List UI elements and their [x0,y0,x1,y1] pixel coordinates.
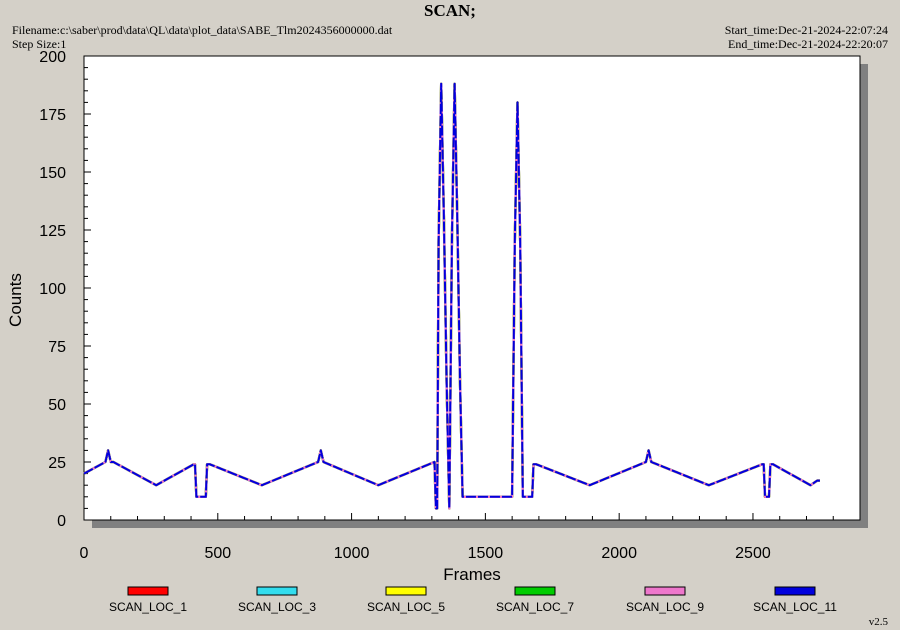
legend: SCAN_LOC_1 SCAN_LOC_3 SCAN_LOC_5 SCAN_LOC_7… [109,586,837,614]
end-time-text: End_time:Dec-21-2024-22:20:07 [728,37,888,51]
step-size-text: Step Size:1 [12,37,67,51]
legend-label: SCAN_LOC_3 [238,600,316,614]
y-tick-label: 100 [39,281,66,298]
x-axis-label: Frames [443,565,501,584]
y-tick-label: 150 [39,165,66,182]
legend-swatch [644,586,686,596]
legend-swatch [774,586,816,596]
x-tick-label: 500 [204,545,231,562]
version-label: v2.5 [868,616,888,628]
legend-swatch [385,586,427,596]
y-axis-label: Counts [6,273,25,327]
legend-label: SCAN_LOC_5 [367,600,445,614]
x-axis: 0 500 1000 1500 2000 2500 [80,513,861,562]
x-tick-label: 2500 [735,545,771,562]
y-tick-label: 175 [39,107,66,124]
x-tick-label: 1500 [468,545,504,562]
y-axis: 0 25 50 75 100 125 150 175 200 [39,49,91,530]
time-info: Start_time:Dec-21-2024-22:07:24 End_time… [725,23,888,51]
plot-area [83,55,861,521]
x-tick-label: 2000 [601,545,637,562]
y-tick-label: 50 [48,397,66,414]
legend-label: SCAN_LOC_9 [626,600,704,614]
legend-label: SCAN_LOC_11 [753,600,837,614]
legend-swatch [514,586,556,596]
x-tick-label: 0 [80,545,89,562]
filename-text: Filename:c:\saber\prod\data\QL\data\plot… [12,23,393,37]
start-time-text: Start_time:Dec-21-2024-22:07:24 [724,23,888,37]
series-line-scan-loc-11 [83,82,820,510]
series-lines [83,82,820,510]
y-tick-label: 200 [39,49,66,66]
legend-swatch [127,586,169,596]
legend-label: SCAN_LOC_1 [109,600,187,614]
legend-label: SCAN_LOC_7 [496,600,574,614]
y-tick-label: 25 [48,455,66,472]
y-tick-label: 0 [57,513,66,530]
legend-swatch [256,586,298,596]
file-info: Filename:c:\saber\prod\data\QL\data\plot… [12,23,392,51]
chart-title: SCAN; [424,1,476,20]
y-tick-label: 75 [48,339,66,356]
x-tick-label: 1000 [334,545,370,562]
y-tick-label: 125 [39,223,66,240]
